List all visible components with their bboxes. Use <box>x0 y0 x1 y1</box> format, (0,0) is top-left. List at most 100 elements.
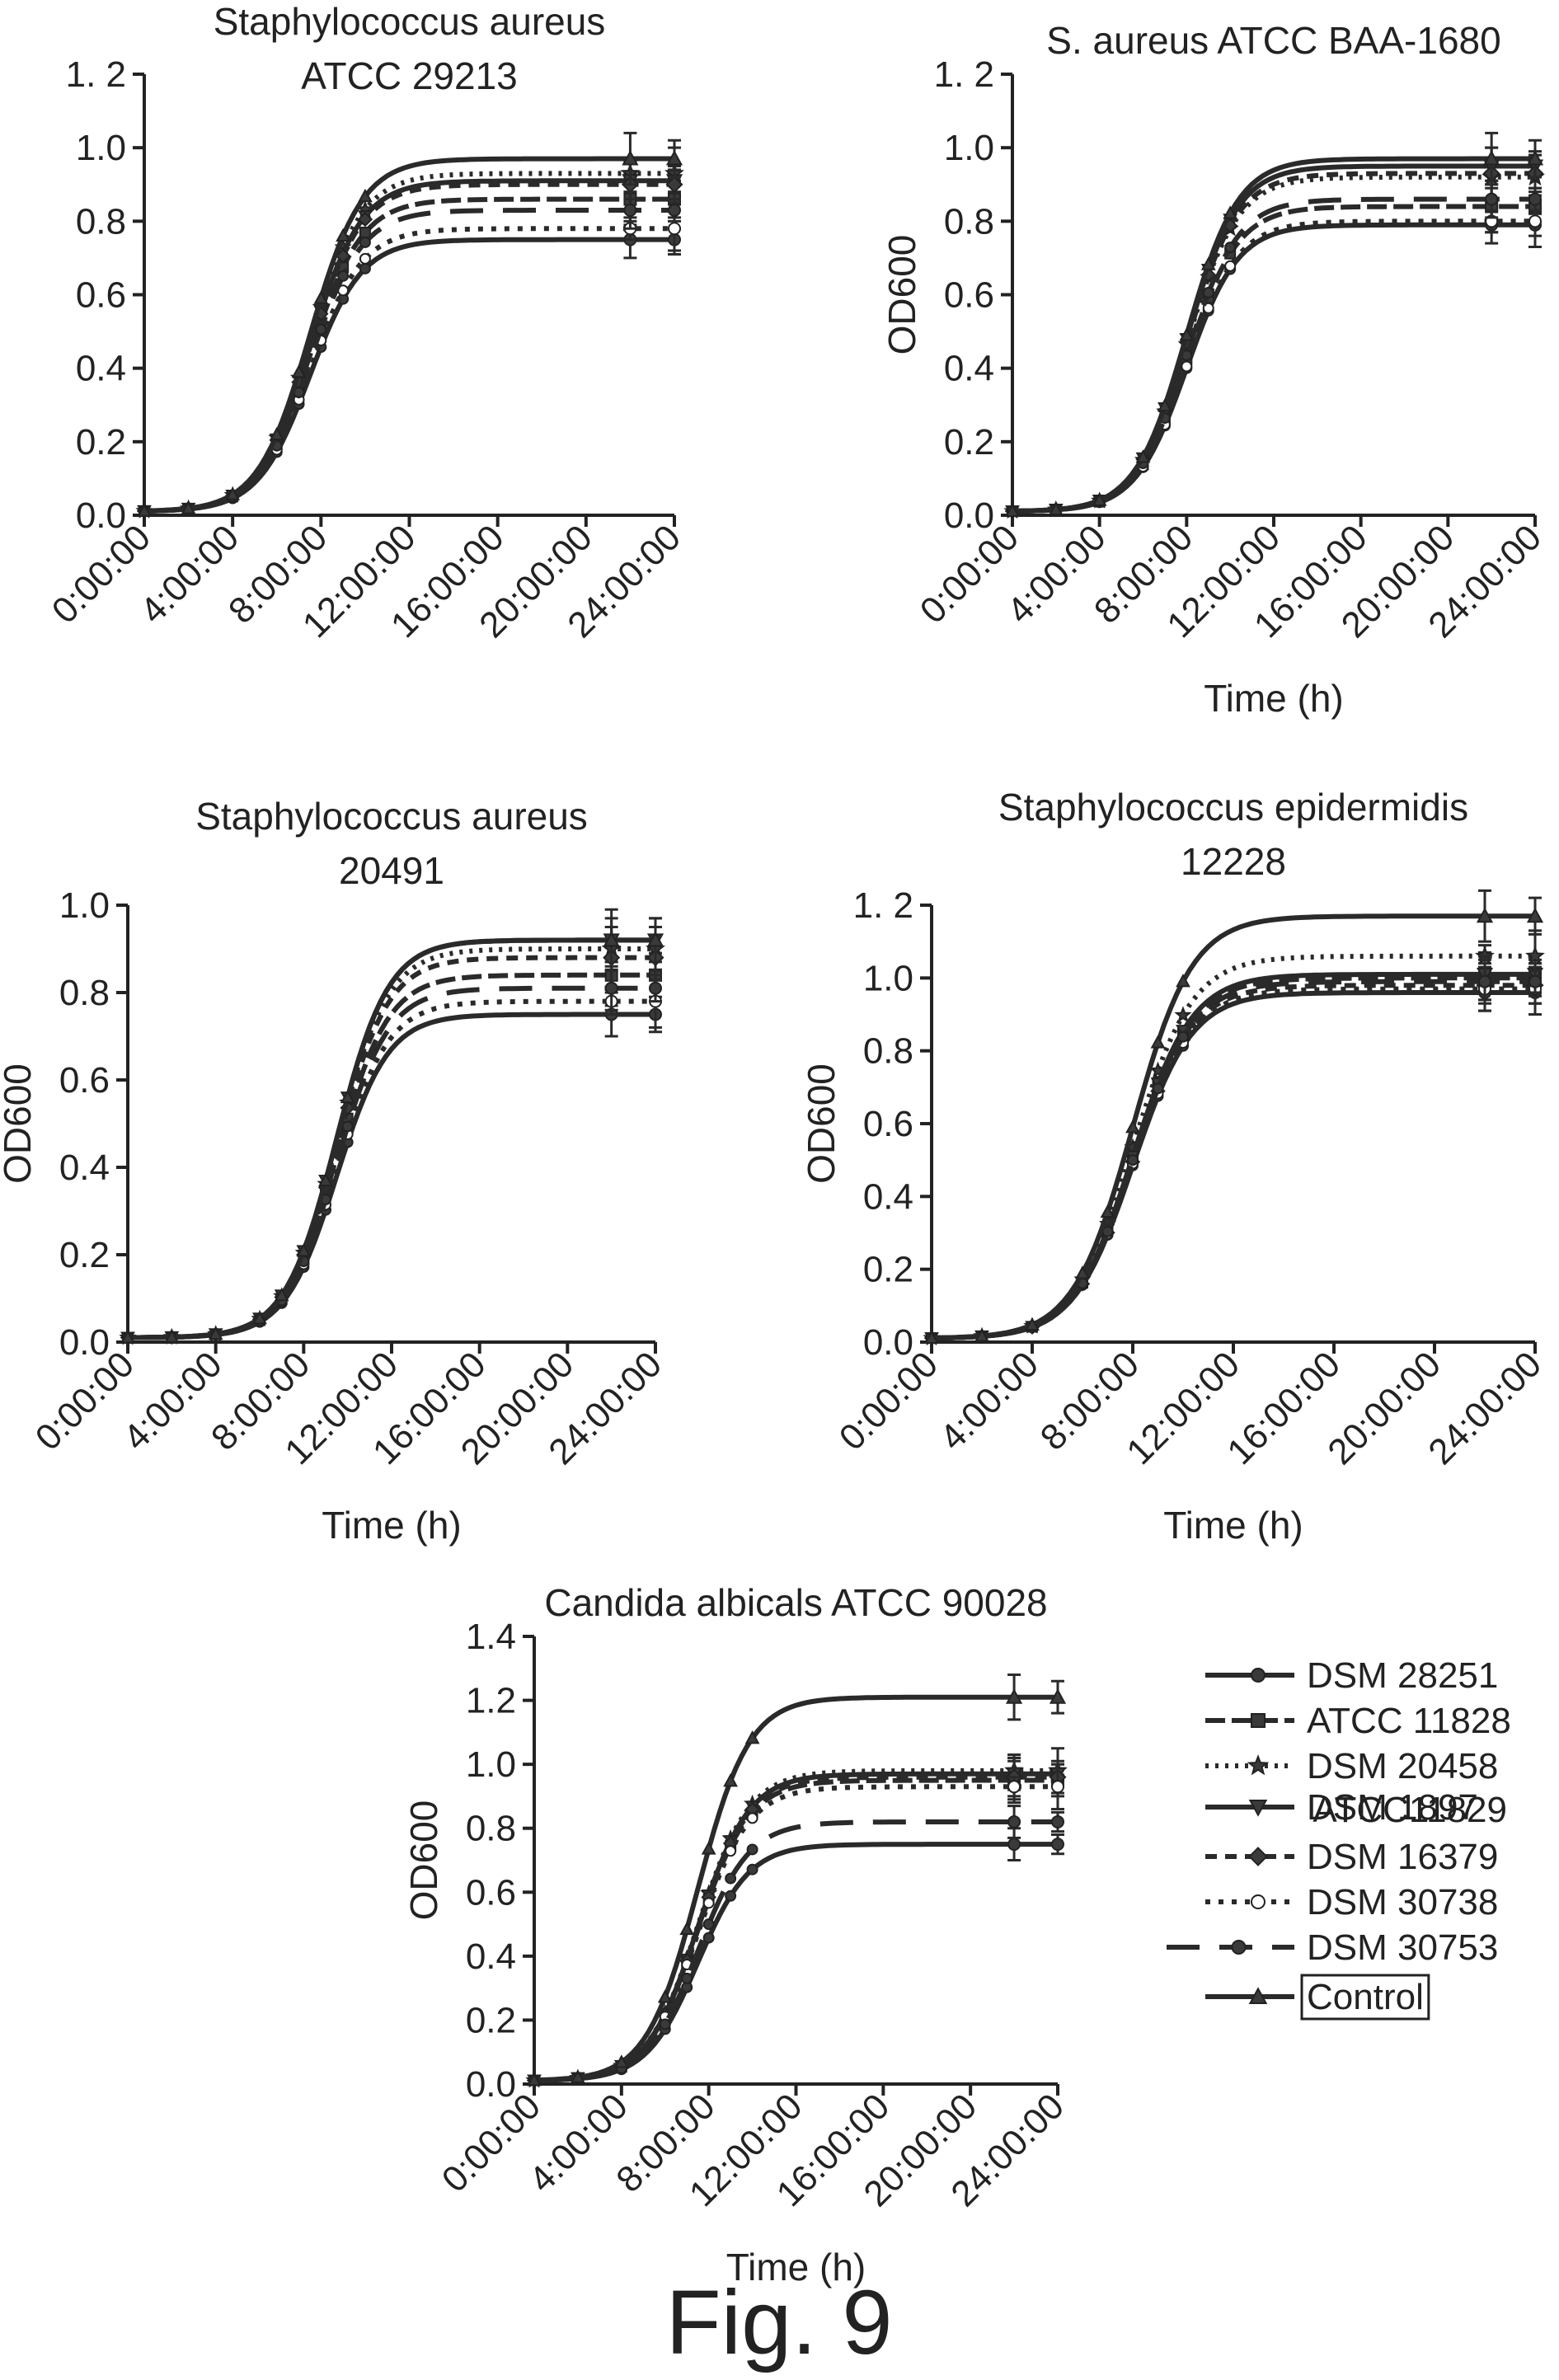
y-tick-label: 0.2 <box>466 2000 516 2040</box>
chart-subtitle: 12228 <box>1181 840 1286 883</box>
data-point <box>1051 1838 1064 1852</box>
x-axis-label: Time (h) <box>1204 677 1344 720</box>
data-point <box>1528 192 1542 206</box>
data-point <box>1150 1035 1166 1049</box>
y-tick-label: 1. 2 <box>66 54 126 95</box>
data-point <box>665 150 683 166</box>
data-point <box>1005 503 1020 518</box>
y-tick-label: 1.2 <box>466 1681 516 1721</box>
data-point <box>659 2018 671 2030</box>
data-point <box>681 1972 693 1984</box>
legend-label: DSM 30753 <box>1307 1927 1498 1968</box>
data-point <box>137 503 152 517</box>
data-point <box>603 931 620 947</box>
series-dsm-1897 <box>924 955 1544 1346</box>
series-dsm-20458 <box>135 146 684 519</box>
data-point <box>527 2073 542 2087</box>
chart-panel-3: Staphylococcus aureus 20491 0.0 0.2 0.4 0.6 0.… <box>0 795 669 1547</box>
data-point <box>746 1843 758 1856</box>
data-point <box>359 236 371 248</box>
chart-subtitle: ATCC 29213 <box>301 54 518 97</box>
y-tick-label: 0.4 <box>76 349 126 389</box>
data-point <box>1179 327 1195 341</box>
y-tick-label: 0.2 <box>863 1250 913 1290</box>
series-dsm-1897 <box>1005 146 1544 519</box>
data-point <box>208 1326 223 1340</box>
data-point <box>1158 398 1172 412</box>
y-tick-label: 0.8 <box>466 1809 516 1849</box>
data-point <box>668 222 681 236</box>
data-point <box>613 2054 629 2068</box>
data-point <box>1051 1814 1064 1828</box>
data-point <box>252 1310 267 1325</box>
data-point <box>1007 1838 1021 1852</box>
series-line <box>931 971 1535 1341</box>
data-point <box>701 1841 716 1855</box>
data-point <box>1135 449 1151 463</box>
chart-title: Staphylococcus aureus <box>195 795 588 838</box>
y-tick-label: 1.0 <box>863 958 913 998</box>
data-point <box>1048 501 1064 515</box>
data-point <box>702 1932 715 1944</box>
y-tick-label: 0.6 <box>863 1104 913 1144</box>
legend-entry-atcc-11828: ATCC 11828 <box>1205 1701 1511 1741</box>
data-point <box>1224 242 1237 254</box>
data-point <box>1526 907 1544 923</box>
series-dsm-28251 <box>1007 205 1542 518</box>
data-point <box>1007 1814 1021 1828</box>
series-dsm-30753 <box>122 965 662 1344</box>
axes <box>126 905 655 1344</box>
data-point <box>1476 907 1494 923</box>
axes <box>930 905 1535 1344</box>
legend-marker <box>1247 1754 1270 1776</box>
data-point <box>649 981 662 995</box>
series-atcc-11828 <box>139 171 681 517</box>
y-tick-label: 0.0 <box>466 2064 516 2105</box>
series-line <box>1012 204 1535 514</box>
series-line <box>143 208 674 514</box>
data-point <box>1528 214 1542 228</box>
series-dsm-30738 <box>926 962 1542 1345</box>
series-control <box>1005 131 1544 518</box>
series-dsm-28251 <box>528 1827 1064 2087</box>
y-tick-label: 0.8 <box>59 973 110 1013</box>
y-tick-label: 1.0 <box>466 1744 516 1785</box>
data-point <box>296 1243 312 1257</box>
data-point <box>1526 150 1544 166</box>
chart-panel-1: Staphylococcus aureus ATCC 29213 0.0 0.2 0.4… <box>45 0 688 645</box>
x-tick-label: 4:00:00 <box>115 1344 229 1458</box>
data-point <box>1174 1006 1192 1023</box>
chart-title: Candida albicals ATCC 90028 <box>544 1581 1047 1624</box>
data-point <box>1202 287 1214 299</box>
x-axis-label: Time (h) <box>1163 1504 1303 1547</box>
y-tick-label: 0.4 <box>863 1176 913 1217</box>
data-point <box>291 364 307 378</box>
chart-panel-5: Candida albicals ATCC 90028 0.0 0.2 0.4 0.6 0… <box>402 1581 1072 2288</box>
data-point <box>1152 1082 1164 1095</box>
series-line <box>143 178 674 514</box>
series-line <box>127 972 655 1340</box>
data-point <box>1125 1120 1140 1134</box>
series-line <box>931 979 1535 1341</box>
y-tick-label: 0.0 <box>59 1322 110 1363</box>
legend-label: DSM 28251 <box>1307 1655 1498 1696</box>
data-point <box>702 1918 715 1931</box>
series-dsm-16379 <box>1004 146 1544 519</box>
series-line <box>1012 174 1535 514</box>
data-point <box>571 2069 585 2083</box>
series-dsm-20458 <box>525 1747 1068 2088</box>
data-point <box>357 211 373 228</box>
data-point <box>1181 360 1193 373</box>
series-line <box>533 1694 1058 2083</box>
data-point <box>1007 1780 1021 1794</box>
legend-label: DSM 1897 <box>1307 1787 1478 1828</box>
data-point <box>1223 205 1238 219</box>
legend-entry-dsm-1897: DSM 1897 <box>1205 1787 1478 1828</box>
y-tick-label: 1.4 <box>466 1617 516 1657</box>
y-tick-label: 0.2 <box>76 422 126 462</box>
y-axis-label: OD600 <box>800 1063 843 1184</box>
series-dsm-28251 <box>926 973 1542 1345</box>
data-point <box>744 1730 760 1744</box>
